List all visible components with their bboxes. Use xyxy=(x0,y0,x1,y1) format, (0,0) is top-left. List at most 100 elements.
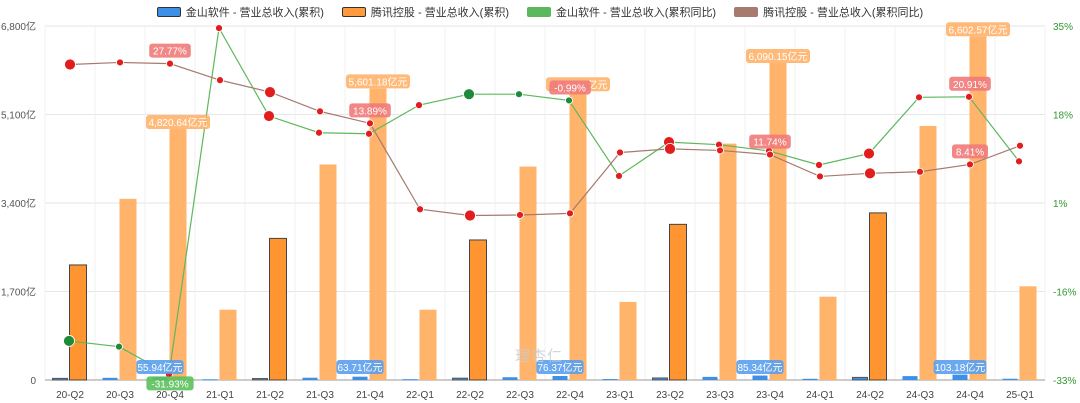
tencent-yoy-data-label: 11.74% xyxy=(753,138,786,149)
legend-label: 腾讯控股 - 营业总收入(累积同比) xyxy=(763,7,924,19)
kingsoft-yoy-point xyxy=(565,96,573,105)
kingsoft-revenue-bar xyxy=(552,376,568,380)
x-axis-tick-label: 23-Q2 xyxy=(656,390,684,401)
tencent-yoy-data-label-background xyxy=(952,144,988,159)
tencent-yoy-data-label-background xyxy=(149,43,191,58)
legend-swatch xyxy=(341,7,366,17)
kingsoft-bar-data-label: 76.37亿元 xyxy=(537,361,582,374)
kingsoft-revenue-bar xyxy=(902,376,918,380)
tencent-yoy-point xyxy=(416,205,424,214)
kingsoft-yoy-data-label-background xyxy=(549,80,591,95)
tencent-bar-data-label: 6,602.57亿元 xyxy=(949,23,1008,36)
x-axis-tick-label: 25-Q1 xyxy=(1006,390,1034,401)
kingsoft-bar-data-label: 63.71亿元 xyxy=(337,361,382,374)
kingsoft-bar-data-label: 103.18亿元 xyxy=(935,361,986,374)
kingsoft-revenue-bar xyxy=(302,377,318,380)
legend: 金山软件 - 营业总收入(累积) 腾讯控股 - 营业总收入(累积) 金山软件 - 营… xyxy=(0,4,1080,20)
tencent-revenue-bar xyxy=(469,239,487,381)
x-axis-tick-label: 22-Q4 xyxy=(556,390,584,401)
x-axis-tick-label: 23-Q4 xyxy=(756,390,784,401)
x-axis-tick-label: 21-Q4 xyxy=(356,390,384,401)
x-axis-tick-label: 24-Q2 xyxy=(856,390,884,401)
kingsoft-revenue-bar xyxy=(452,377,468,381)
kingsoft-yoy-point xyxy=(965,92,973,101)
kingsoft-yoy-point xyxy=(815,161,823,169)
tencent-revenue-bar xyxy=(519,166,537,380)
kingsoft-bar-data-label-background xyxy=(736,360,784,374)
tencent-yoy-point xyxy=(464,209,476,222)
tencent-bar-data-label: 4,820.64亿元 xyxy=(149,116,208,129)
kingsoft-revenue-bar xyxy=(652,377,668,381)
kingsoft-yoy-data-label: -31.93% xyxy=(151,379,188,390)
tencent-yoy-point xyxy=(316,107,324,116)
kingsoft-yoy-point xyxy=(863,147,875,160)
x-axis-tick-label: 21-Q2 xyxy=(256,390,284,401)
tencent-revenue-bar xyxy=(69,264,87,381)
legend-swatch xyxy=(734,7,759,17)
left-axis-tick-label: 0 xyxy=(30,376,36,387)
kingsoft-yoy-point xyxy=(115,342,123,351)
legend-item[interactable]: 腾讯控股 - 营业总收入(累积同比) xyxy=(734,4,923,20)
x-axis-tick-label: 24-Q3 xyxy=(906,390,934,401)
kingsoft-revenue-bar xyxy=(202,379,218,381)
kingsoft-bar-data-label-background xyxy=(136,360,184,374)
kingsoft-yoy-point xyxy=(515,90,523,99)
kingsoft-yoy-data-label-background xyxy=(146,376,194,391)
tencent-yoy-point xyxy=(566,209,574,218)
kingsoft-yoy-point xyxy=(915,93,923,102)
tencent-revenue-bar xyxy=(419,309,437,380)
x-axis-tick-label: 20-Q3 xyxy=(106,390,134,401)
tencent-revenue-bar xyxy=(819,296,837,380)
tencent-yoy-point xyxy=(216,76,224,85)
kingsoft-revenue-bar xyxy=(402,379,418,381)
right-axis-tick-label: 18% xyxy=(1053,111,1073,122)
tencent-bar-data-label: 5,601.18亿元 xyxy=(349,75,408,88)
kingsoft-revenue-bar xyxy=(52,377,68,381)
tencent-bar-data-label-background xyxy=(346,74,410,89)
tencent-yoy-point xyxy=(264,86,276,99)
left-axis-tick-label: 3,400亿 xyxy=(1,197,36,210)
kingsoft-yoy-point xyxy=(1015,157,1023,166)
kingsoft-yoy-data-label: -0.99% xyxy=(554,83,586,94)
legend-item[interactable]: 腾讯控股 - 营业总收入(累积) xyxy=(341,4,509,20)
tencent-revenue-bar xyxy=(569,91,587,380)
legend-item[interactable]: 金山软件 - 营业总收入(累积) xyxy=(156,4,324,20)
tencent-revenue-bar xyxy=(319,164,337,380)
kingsoft-yoy-point xyxy=(215,24,223,32)
kingsoft-revenue-bar xyxy=(852,376,868,381)
legend-label: 金山软件 - 营业总收入(累积) xyxy=(185,7,324,19)
tencent-revenue-bar xyxy=(719,143,737,380)
kingsoft-bar-data-label-background xyxy=(536,360,584,374)
kingsoft-revenue-bar xyxy=(352,376,368,380)
left-axis-tick-label: 5,100亿 xyxy=(1,109,36,122)
tencent-yoy-data-label-background xyxy=(749,134,791,149)
tencent-yoy-line xyxy=(69,61,1021,217)
legend-item[interactable]: 金山软件 - 营业总收入(累积同比) xyxy=(527,4,716,20)
tencent-revenue-bar xyxy=(169,129,187,380)
tencent-revenue-bar xyxy=(119,198,137,380)
tencent-yoy-point xyxy=(966,160,974,169)
tencent-revenue-bar xyxy=(1019,286,1037,380)
kingsoft-yoy-point xyxy=(463,88,475,101)
tencent-yoy-data-label: 8.41% xyxy=(956,147,984,158)
x-axis-tick-label: 23-Q1 xyxy=(606,390,634,401)
tencent-yoy-point xyxy=(864,167,876,180)
kingsoft-revenue-bar xyxy=(602,379,618,381)
x-axis-tick-label: 21-Q3 xyxy=(306,390,334,401)
kingsoft-yoy-point xyxy=(415,101,423,110)
kingsoft-yoy-point xyxy=(263,110,275,122)
tencent-yoy-data-label: 13.89% xyxy=(353,106,387,117)
tencent-yoy-point xyxy=(1016,141,1024,150)
tencent-yoy-data-label: 27.77% xyxy=(153,47,187,58)
right-axis-tick-label: 35% xyxy=(1053,22,1073,33)
tencent-yoy-point xyxy=(366,119,374,128)
x-axis-tick-label: 24-Q4 xyxy=(956,390,984,401)
legend-label: 腾讯控股 - 营业总收入(累积) xyxy=(370,7,509,19)
x-axis-tick-label: 22-Q3 xyxy=(506,390,534,401)
tencent-revenue-bar xyxy=(919,125,937,380)
kingsoft-revenue-bar xyxy=(952,374,968,380)
tencent-yoy-point xyxy=(664,142,676,155)
kingsoft-yoy-point xyxy=(615,172,623,180)
